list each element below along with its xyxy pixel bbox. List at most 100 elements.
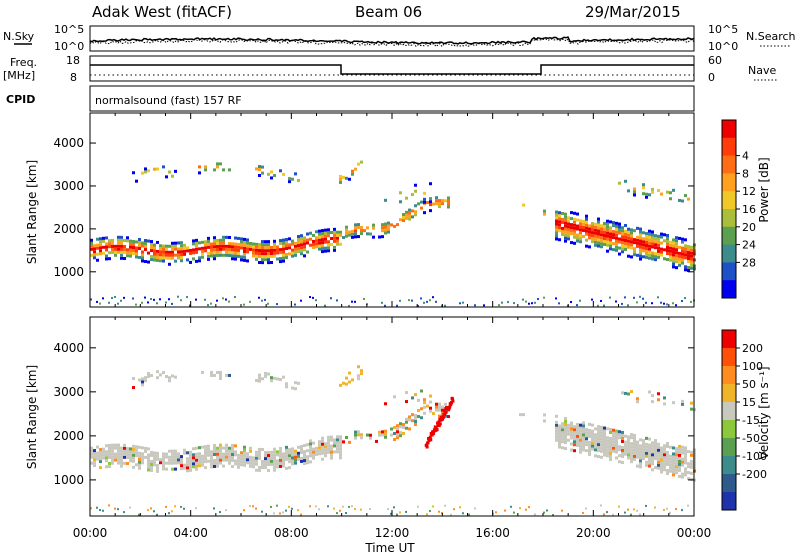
heatmap-cell [588, 434, 591, 438]
heatmap-cell [468, 513, 470, 516]
heatmap-cell [363, 297, 365, 300]
heatmap-cell [618, 436, 621, 440]
heatmap-cell [651, 400, 654, 404]
heatmap-cell [417, 202, 420, 206]
heatmap-cell [210, 245, 213, 249]
heatmap-cell [201, 252, 204, 256]
heatmap-cell [654, 466, 657, 470]
heatmap-cell [282, 375, 285, 379]
heatmap-cell [657, 442, 660, 446]
heatmap-cell [183, 463, 186, 467]
heatmap-cell [153, 246, 156, 250]
y-tick-label: 1000 [53, 265, 84, 279]
heatmap-cell [411, 396, 414, 400]
heatmap-cell [645, 249, 648, 253]
heatmap-cell [303, 254, 306, 258]
heatmap-cell [168, 512, 170, 515]
heatmap-cell [606, 445, 609, 449]
heatmap-cell [621, 391, 624, 395]
heatmap-cell [138, 466, 141, 470]
heatmap-cell [354, 226, 357, 230]
heatmap-cell [201, 240, 204, 244]
heatmap-cell [558, 220, 561, 224]
heatmap-cell [561, 226, 564, 230]
heatmap-cell [609, 443, 612, 447]
heatmap-cell [204, 243, 207, 247]
heatmap-cell [594, 237, 597, 241]
heatmap-cell [315, 245, 318, 249]
heatmap-cell [672, 238, 675, 242]
freq-unit-label: [MHz] [3, 69, 35, 82]
heatmap-cell [279, 446, 282, 450]
heatmap-cell [252, 254, 255, 258]
heatmap-cell [585, 238, 588, 242]
heatmap-cell [213, 449, 216, 453]
heatmap-cell [114, 507, 116, 510]
heatmap-cell [303, 248, 306, 252]
heatmap-cell [582, 424, 585, 428]
heatmap-cell [444, 504, 446, 507]
heatmap-cell [597, 304, 599, 307]
heatmap-cell [156, 252, 159, 256]
heatmap-cell [573, 217, 576, 221]
heatmap-cell [684, 473, 687, 477]
heatmap-cell [642, 255, 645, 259]
heatmap-cell [243, 460, 246, 464]
heatmap-cell [684, 194, 687, 198]
heatmap-cell [345, 228, 348, 232]
heatmap-cell [204, 168, 207, 172]
heatmap-cell [315, 230, 318, 234]
heatmap-cell [681, 509, 683, 512]
heatmap-cell [582, 445, 585, 449]
heatmap-cell [309, 439, 312, 443]
heatmap-cell [267, 302, 269, 305]
heatmap-cell [270, 376, 273, 380]
heatmap-cell [384, 304, 386, 307]
heatmap-cell [606, 231, 609, 235]
heatmap-cell [396, 223, 399, 227]
heatmap-cell [237, 248, 240, 252]
heatmap-cell [219, 162, 222, 166]
heatmap-cell [258, 249, 261, 253]
heatmap-cell [267, 240, 270, 244]
heatmap-cell [684, 238, 687, 242]
heatmap-cell [183, 507, 185, 510]
heatmap-cell [189, 456, 192, 460]
heatmap-cell [333, 245, 336, 249]
heatmap-cell [588, 224, 591, 228]
heatmap-cell [126, 248, 129, 252]
heatmap-cell [585, 431, 588, 435]
heatmap-cell [576, 437, 579, 441]
heatmap-cell [345, 231, 348, 235]
heatmap-cell [222, 235, 225, 239]
heatmap-cell [663, 402, 666, 406]
heatmap-cell [648, 464, 651, 468]
heatmap-cell [588, 446, 591, 450]
heatmap-cell [633, 241, 636, 245]
heatmap-cell [384, 222, 387, 226]
heatmap-cell [108, 455, 111, 459]
heatmap-cell [609, 244, 612, 248]
heatmap-cell [427, 439, 431, 443]
heatmap-cell [138, 243, 141, 247]
heatmap-cell [162, 250, 165, 254]
heatmap-cell [216, 461, 219, 465]
heatmap-cell [669, 258, 672, 262]
heatmap-cell [594, 228, 597, 232]
heatmap-cell [411, 413, 414, 417]
heatmap-cell [105, 242, 108, 246]
heatmap-cell [282, 452, 285, 456]
heatmap-cell [249, 464, 252, 468]
heatmap-cell [318, 508, 320, 511]
heatmap-cell [630, 231, 633, 235]
heatmap-cell [336, 239, 339, 243]
x-axis-label: Time UT [364, 541, 415, 554]
heatmap-cell [270, 379, 273, 383]
heatmap-cell [666, 456, 669, 460]
heatmap-cell [105, 236, 108, 240]
heatmap-cell [642, 240, 645, 244]
heatmap-cell [687, 465, 690, 469]
heatmap-cell [144, 242, 147, 246]
heatmap-cell [627, 254, 630, 258]
